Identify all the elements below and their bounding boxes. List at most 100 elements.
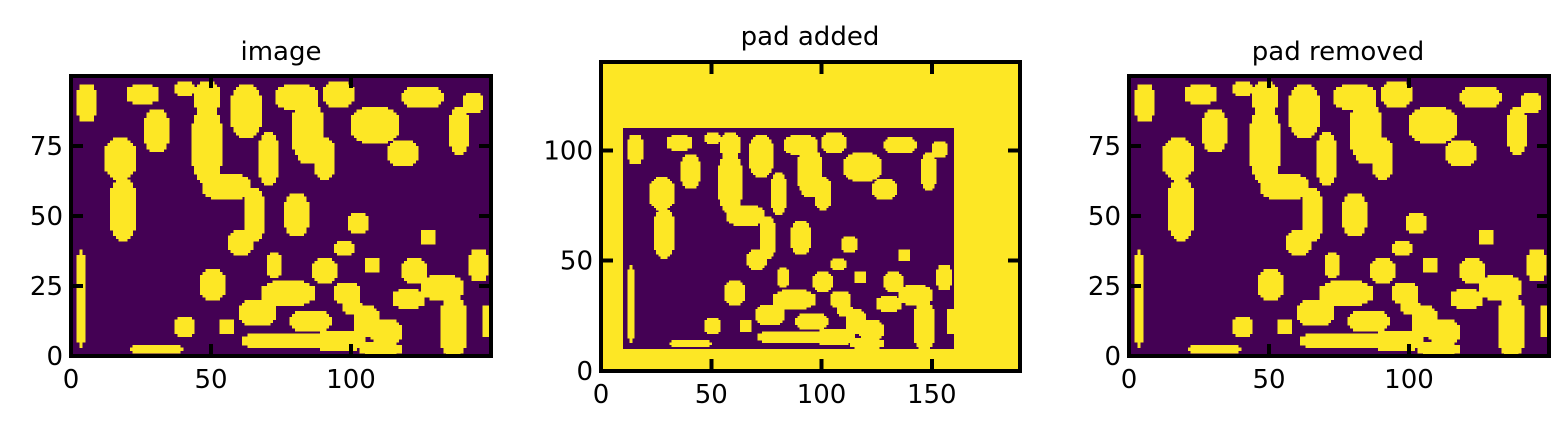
heatmap-cell (143, 120, 170, 125)
heatmap-cell (1190, 344, 1239, 349)
heatmap-cell (876, 304, 902, 308)
heatmap-cell (1252, 104, 1278, 108)
heatmap-cell (722, 205, 759, 209)
heatmap-cell (1411, 319, 1455, 323)
heatmap-cell (76, 274, 86, 279)
heatmap-cell (1465, 104, 1497, 108)
heatmap-cell (1319, 134, 1334, 139)
heatmap-cell (627, 273, 635, 277)
heatmap-cell (244, 218, 265, 223)
heatmap-cell (482, 328, 492, 332)
heatmap-cell (1355, 157, 1393, 161)
heatmap-cell (323, 90, 355, 94)
heatmap-cell (922, 183, 935, 187)
heatmap-cell (653, 229, 675, 233)
heatmap-cell (393, 162, 414, 167)
heatmap-cell (1252, 98, 1278, 102)
heatmap-cell (682, 183, 699, 187)
heatmap-cell (1540, 322, 1550, 326)
heatmap-cell (773, 176, 785, 180)
heatmap-cell (110, 210, 136, 214)
heatmap-cell (724, 295, 745, 299)
heatmap-cell (936, 276, 953, 279)
heatmap-cell (1369, 269, 1396, 273)
heatmap-cell (905, 284, 926, 288)
heatmap-cell (651, 181, 673, 184)
heatmap-cell (258, 157, 279, 161)
heatmap-cell (724, 293, 745, 297)
heatmap-cell (76, 322, 86, 326)
heatmap-cell (337, 283, 358, 287)
heatmap-cell (759, 238, 776, 242)
heatmap-cell (1173, 179, 1189, 183)
heatmap-cell (292, 140, 332, 144)
heatmap-cell (325, 101, 352, 105)
heatmap-cell (724, 284, 745, 288)
heatmap-cell (797, 161, 823, 165)
heatmap-cell (680, 170, 701, 173)
heatmap-cell (267, 255, 282, 259)
heatmap-cell (1526, 266, 1547, 270)
heatmap-cell (267, 263, 282, 267)
heatmap-cell (1540, 308, 1550, 312)
heatmap-cell (770, 201, 787, 204)
heatmap-cell (883, 284, 904, 288)
heatmap-cell (1232, 330, 1253, 335)
heatmap-cell (777, 282, 789, 286)
heatmap-cell (1347, 232, 1362, 237)
heatmap-cell (320, 176, 330, 181)
heatmap-cell (230, 249, 251, 253)
heatmap-cell (724, 209, 765, 213)
heatmap-cell (393, 140, 414, 144)
heatmap-cell (387, 151, 419, 155)
heatmap-cell (717, 187, 743, 191)
heatmap-cell (1459, 269, 1486, 273)
heatmap-cell (887, 289, 933, 293)
x-tick-label: 0 (1121, 365, 1138, 395)
heatmap-cell (704, 137, 741, 140)
heatmap-cell (1479, 230, 1494, 234)
heatmap-cell (728, 302, 741, 306)
heatmap-cell (773, 295, 816, 299)
heatmap-cell (1288, 232, 1320, 237)
y-tick-label: 75 (30, 132, 63, 162)
heatmap-cell (1185, 92, 1217, 97)
heatmap-cell (1319, 291, 1374, 295)
heatmap-cell (342, 305, 374, 309)
heatmap-cell (717, 176, 743, 180)
heatmap-cell (202, 190, 262, 195)
heatmap-cell (317, 174, 332, 178)
heatmap-cell (202, 294, 223, 298)
heatmap-cell (627, 150, 644, 153)
heatmap-cell (76, 104, 97, 108)
heatmap-cell (1409, 129, 1458, 133)
heatmap-cell (795, 220, 807, 224)
heatmap-cell (1302, 213, 1323, 217)
heatmap-cell (227, 241, 254, 245)
heatmap-cell (1487, 274, 1514, 279)
heatmap-cell (1255, 84, 1276, 88)
heatmap-cell (876, 196, 893, 200)
heatmap-cell (311, 269, 338, 273)
heatmap-cell (1288, 98, 1320, 102)
heatmap-cell (239, 305, 276, 309)
heatmap-cell (76, 280, 86, 284)
heatmap-cell (1302, 224, 1323, 228)
heatmap-cell (1350, 126, 1382, 130)
heatmap-cell (365, 263, 380, 267)
heatmap-cell (261, 297, 316, 301)
heatmap-cell (790, 152, 820, 156)
heatmap-cell (1423, 258, 1438, 262)
heatmap-cell (1341, 202, 1368, 206)
heatmap-cell (627, 335, 635, 339)
heatmap-cell (1350, 134, 1382, 139)
heatmap-cell (720, 141, 741, 145)
heatmap-cell (1414, 109, 1452, 113)
heatmap-cell (1168, 227, 1194, 231)
heatmap-cell (194, 171, 220, 175)
heatmap-cell (1333, 92, 1376, 97)
y-tick-label: 75 (1088, 132, 1121, 162)
heatmap-cell (629, 134, 642, 138)
heatmap-cell (1322, 182, 1332, 186)
heatmap-cell (264, 132, 274, 136)
